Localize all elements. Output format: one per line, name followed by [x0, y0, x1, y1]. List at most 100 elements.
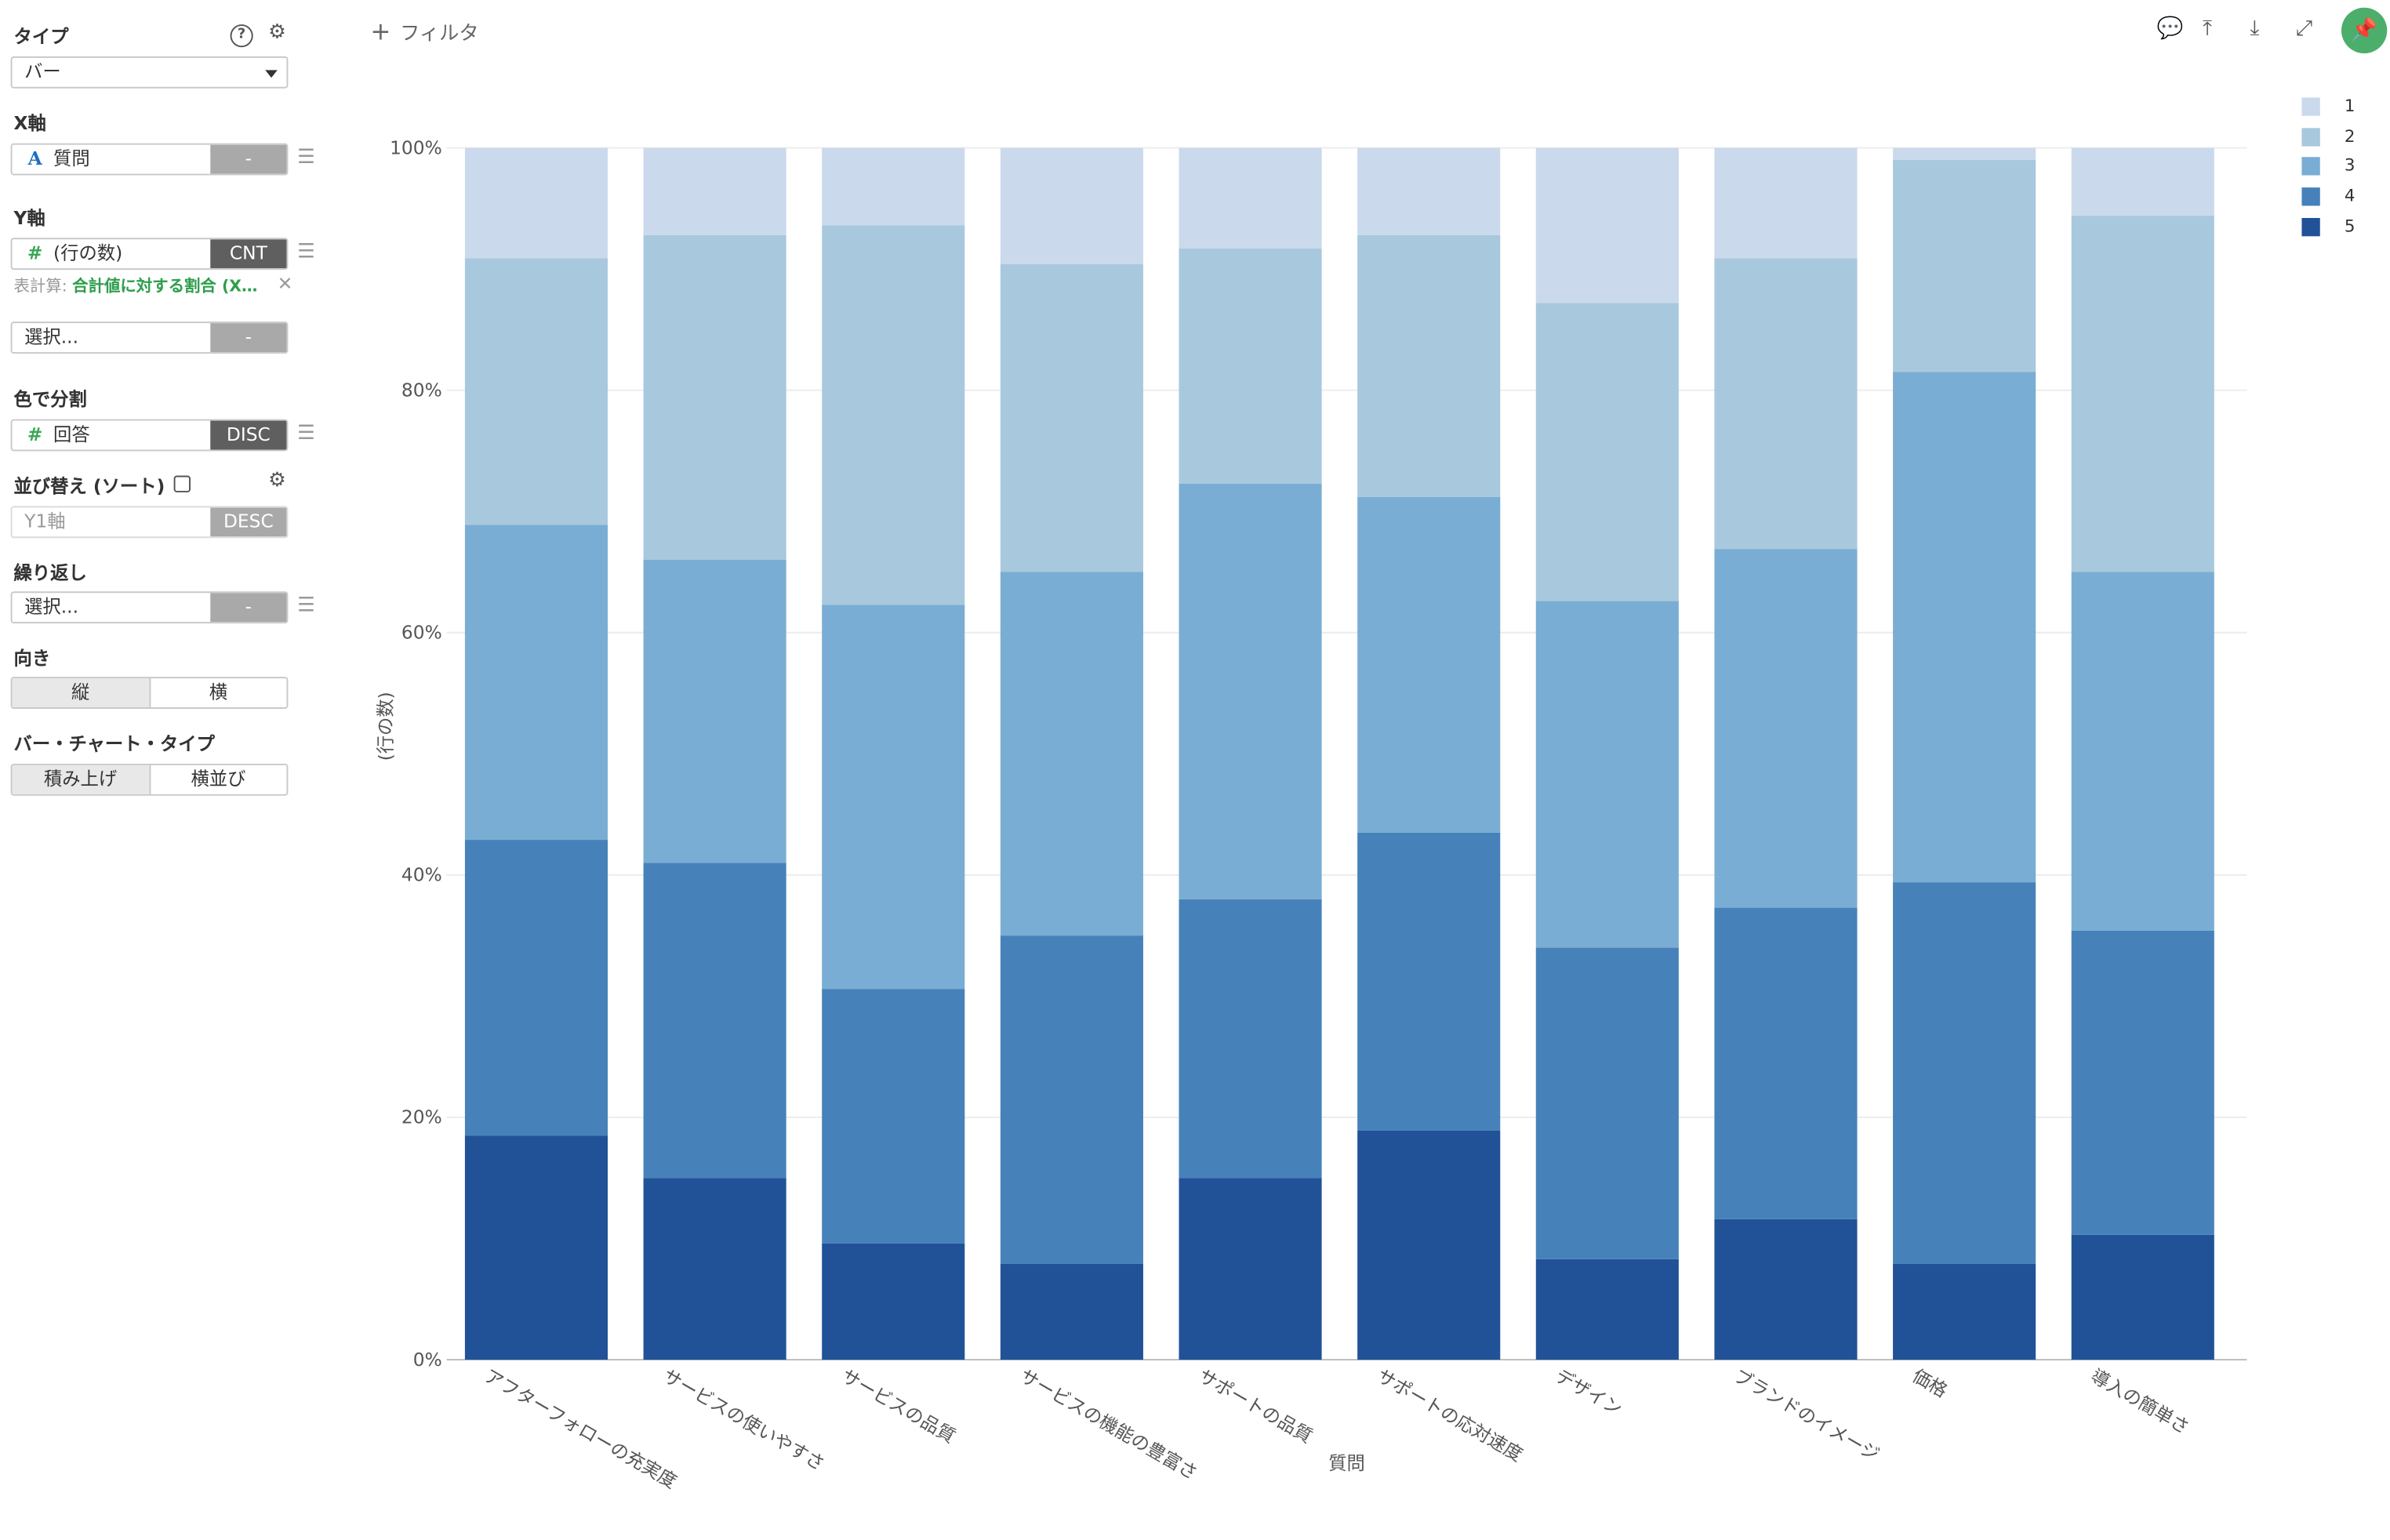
bar-segment[interactable] [1535, 947, 1679, 1259]
hamburger-icon[interactable]: ☰ [297, 422, 315, 445]
comment-icon[interactable]: 💬 [2156, 16, 2184, 42]
hamburger-icon[interactable]: ☰ [297, 241, 315, 264]
table-calculation[interactable]: 表計算: 合計値に対する割合 (X… [13, 274, 257, 297]
x-tick-label: デザイン [1552, 1365, 1625, 1420]
bar-segment[interactable] [2071, 147, 2214, 216]
bar-segment[interactable] [1179, 899, 1322, 1179]
bar-segment[interactable] [822, 989, 965, 1244]
bar-segment[interactable] [643, 147, 786, 235]
download-icon[interactable]: ⤓ [2250, 16, 2260, 42]
bar-segment[interactable] [643, 560, 786, 863]
y-axis-label: Y軸 [13, 207, 45, 229]
upload-icon[interactable]: ⤒ [2203, 16, 2213, 42]
repeat-field[interactable]: 選択... - [10, 591, 289, 624]
sort-checkbox[interactable] [173, 475, 191, 492]
gear-icon[interactable]: ⚙ [268, 469, 286, 492]
bar-segment[interactable] [1179, 248, 1322, 484]
orientation-horizontal[interactable]: 横 [209, 681, 228, 703]
bar-segment[interactable] [1000, 147, 1143, 264]
x-axis-field-name: 質問 [53, 147, 90, 169]
x-tick-label: サポートの品質 [1195, 1365, 1317, 1447]
bar-segment[interactable] [1714, 907, 1858, 1219]
x-tick-label: サービスの使いやすさ [659, 1365, 828, 1475]
bar-segment[interactable] [1357, 832, 1501, 1131]
bar-segment[interactable] [464, 525, 608, 841]
bar-segment[interactable] [1535, 601, 1679, 948]
color-field[interactable]: # 回答 DISC [10, 419, 289, 452]
bar-segment[interactable] [1179, 483, 1322, 899]
bar-segment[interactable] [1714, 1219, 1858, 1360]
chart-type-value: バー [24, 60, 61, 82]
calc-prefix: 表計算: [13, 277, 67, 296]
y-axis-aggregate-button[interactable]: CNT [210, 239, 287, 269]
x-axis-aggregate-button[interactable]: - [210, 144, 287, 174]
bar-segment[interactable] [822, 605, 965, 990]
bar-segment[interactable] [1000, 935, 1143, 1264]
bar-segment[interactable] [643, 1178, 786, 1360]
bar-segment[interactable] [1000, 1263, 1143, 1360]
y-axis-second-aggregate-button[interactable]: - [210, 323, 287, 353]
color-discrete-button[interactable]: DISC [210, 420, 287, 450]
bar-segment[interactable] [1893, 372, 2036, 883]
hamburger-icon[interactable]: ☰ [297, 146, 315, 169]
hamburger-icon[interactable]: ☰ [297, 594, 315, 618]
bar-segment[interactable] [1000, 263, 1143, 572]
bar-segment[interactable] [1000, 572, 1143, 936]
bar-segment[interactable] [2071, 216, 2214, 572]
bar-segment[interactable] [1714, 258, 1858, 550]
bar-segment[interactable] [643, 234, 786, 561]
bar-segment[interactable] [1535, 303, 1679, 601]
bar-segment[interactable] [1357, 147, 1501, 235]
y-tick-label: 60% [401, 623, 442, 644]
sort-order-button[interactable]: DESC [210, 507, 287, 537]
bar-segment[interactable] [1893, 160, 2036, 372]
bar-type-stacked[interactable]: 積み上げ [12, 765, 151, 794]
bar-segment[interactable] [1357, 496, 1501, 833]
bar-segment[interactable] [464, 1135, 608, 1360]
bar-segment[interactable] [822, 1243, 965, 1360]
bar-segment[interactable] [822, 147, 965, 226]
pin-icon[interactable]: 📌 [2341, 7, 2388, 54]
bar-segment[interactable] [1714, 147, 1858, 259]
bar-segment[interactable] [1714, 549, 1858, 908]
bar-segment[interactable] [1535, 147, 1679, 303]
bar-type-toggle: 積み上げ 横並び [10, 763, 289, 796]
bar-segment[interactable] [1179, 1178, 1322, 1360]
bar-segment[interactable] [643, 863, 786, 1179]
bar-segment[interactable] [2071, 1234, 2214, 1360]
y-axis-field-name: (行の数) [53, 242, 123, 264]
bar-segment[interactable] [1179, 147, 1322, 249]
bar-segment[interactable] [1893, 147, 2036, 161]
repeat-aggregate-button[interactable]: - [210, 593, 287, 623]
orientation-vertical[interactable]: 縦 [12, 678, 151, 708]
bar-segment[interactable] [1357, 234, 1501, 497]
bar-segment[interactable] [2071, 572, 2214, 931]
y-axis-title: (行の数) [376, 692, 397, 761]
bar-type-side-by-side[interactable]: 横並び [191, 768, 246, 790]
help-icon[interactable]: ? [230, 24, 253, 48]
color-label: 色で分割 [13, 388, 87, 410]
y-axis-second-field[interactable]: 選択... - [10, 321, 289, 354]
bar-segment[interactable] [464, 258, 608, 525]
y-axis-field[interactable]: # (行の数) CNT [10, 238, 289, 271]
bar-segment[interactable] [1357, 1130, 1501, 1360]
bar-segment[interactable] [822, 225, 965, 605]
x-axis-field[interactable]: A 質問 - [10, 143, 289, 176]
expand-icon[interactable]: ⤢ [2295, 16, 2313, 42]
chart-type-select[interactable]: バー [10, 56, 289, 89]
bar-segment[interactable] [464, 147, 608, 259]
close-icon[interactable]: ✕ [277, 272, 293, 295]
chevron-down-icon [265, 70, 278, 78]
bar-segment[interactable] [1893, 1263, 2036, 1360]
bar-segment[interactable] [1893, 882, 2036, 1264]
sort-field[interactable]: Y1軸 DESC [10, 506, 289, 539]
legend-label: 4 [2344, 186, 2355, 206]
gear-icon[interactable]: ⚙ [268, 21, 286, 45]
x-tick-label: サポートの応対速度 [1373, 1365, 1526, 1466]
bar-segment[interactable] [2071, 930, 2214, 1235]
y-tick-label: 20% [401, 1107, 442, 1128]
bar-segment[interactable] [1535, 1259, 1679, 1360]
y-tick-label: 80% [401, 380, 442, 401]
bar-segment[interactable] [464, 840, 608, 1136]
add-filter-button[interactable]: + フィルタ [370, 16, 478, 45]
